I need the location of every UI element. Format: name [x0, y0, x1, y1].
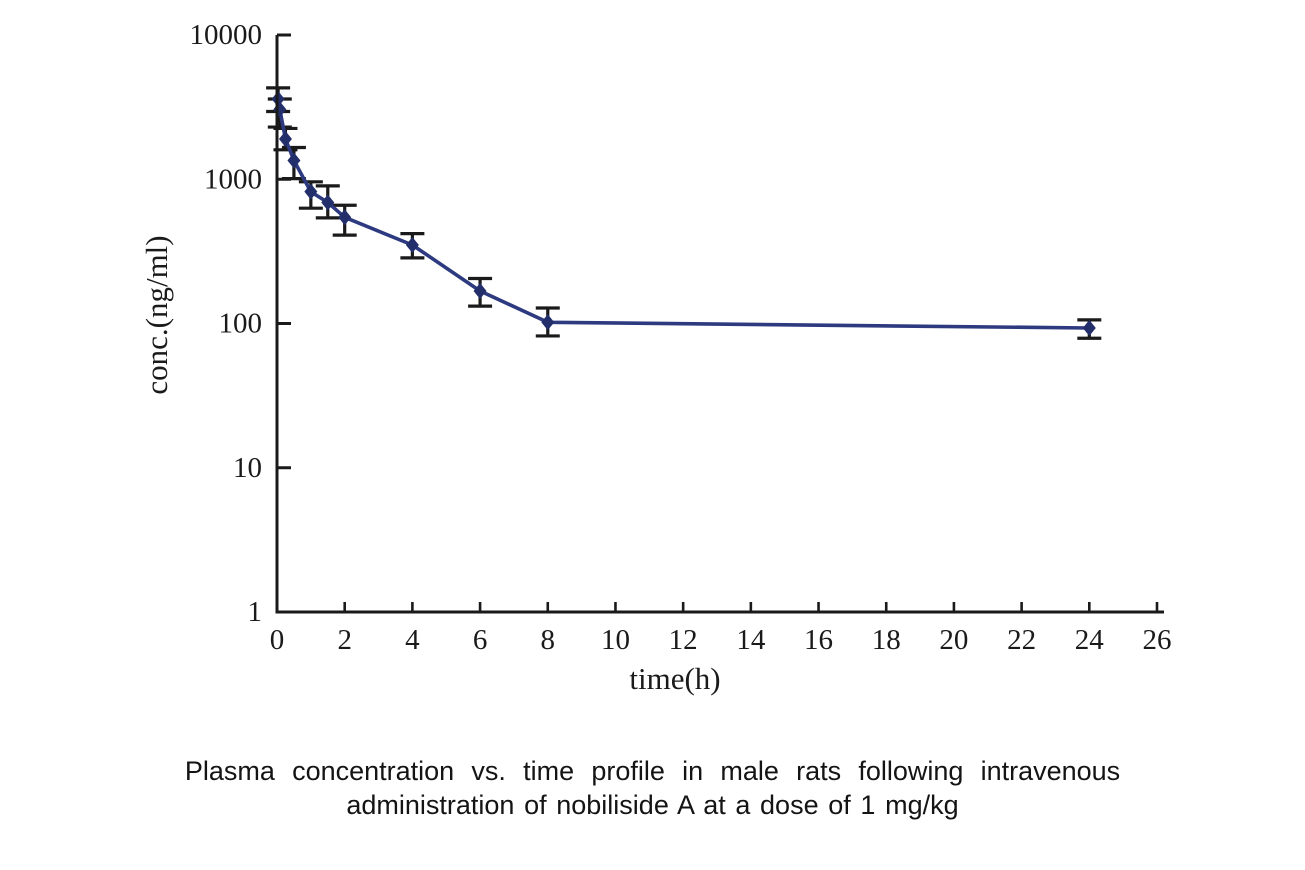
data-point-marker	[541, 314, 555, 331]
y-tick-label: 10	[233, 452, 262, 484]
data-point-marker	[321, 194, 335, 211]
x-tick-label: 24	[1075, 624, 1105, 656]
x-tick-label: 6	[473, 624, 488, 656]
y-tick-label: 1000	[204, 163, 262, 195]
x-tick-label: 2	[337, 624, 352, 656]
data-point-marker	[304, 183, 318, 200]
series-line	[276, 97, 1092, 330]
data-point-marker	[473, 282, 487, 299]
x-tick-label: 14	[736, 624, 766, 656]
y-tick-label: 1	[248, 596, 263, 628]
figure-caption: Plasma concentration vs. time profile in…	[0, 754, 1305, 822]
y-tick-label: 10000	[190, 19, 263, 51]
y-tick-label: 100	[219, 308, 263, 340]
data-point-marker	[287, 152, 301, 169]
x-tick-label: 4	[405, 624, 420, 656]
caption-line-1: Plasma concentration vs. time profile in…	[184, 756, 1121, 786]
data-point-marker	[405, 237, 419, 254]
data-point-marker	[1082, 320, 1096, 337]
x-tick-label: 20	[939, 624, 968, 656]
x-tick-label: 8	[541, 624, 556, 656]
x-tick-label: 12	[669, 624, 698, 656]
x-tick-label: 10	[601, 624, 630, 656]
x-tick-label: 16	[804, 624, 833, 656]
x-tick-label: 22	[1007, 624, 1036, 656]
data-point-marker	[278, 131, 292, 148]
data-point-marker	[273, 101, 287, 118]
x-tick-label: 26	[1143, 624, 1172, 656]
y-axis-label: conc.(ng/ml)	[139, 235, 174, 394]
x-axis-label: time(h)	[629, 661, 720, 696]
x-tick-label: 18	[872, 624, 901, 656]
data-point-marker	[338, 209, 352, 226]
caption-line-2: administration of nobiliside A at a dose…	[346, 790, 959, 820]
x-tick-label: 0	[270, 624, 285, 656]
